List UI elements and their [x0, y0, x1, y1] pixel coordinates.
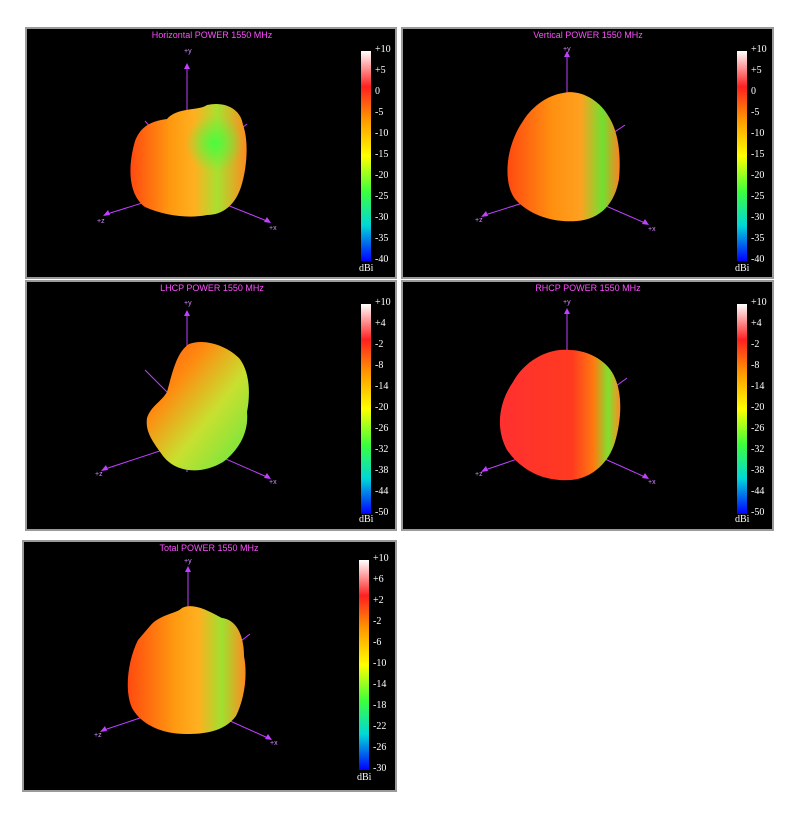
colorbar-tick: -26	[375, 423, 389, 434]
colorbar-tick: -2	[751, 339, 760, 350]
axis-label-y: +y	[184, 300, 192, 307]
plot-title: LHCP POWER 1550 MHz	[160, 283, 264, 293]
plot-title: Total POWER 1550 MHz	[159, 543, 259, 553]
colorbar-tick: -32	[751, 444, 765, 455]
colorbar-tick: -8	[751, 360, 760, 371]
colorbar-tick: -25	[751, 191, 765, 202]
pattern-lobe	[146, 341, 249, 471]
colorbar-unit: dBi	[357, 772, 372, 783]
vertical-power-plot: Vertical POWER 1550 MHz +y +x +z +10 +5 …	[401, 27, 774, 279]
colorbar-tick: -20	[751, 402, 765, 413]
colorbar-tick: -35	[751, 233, 765, 244]
pattern-lobe	[507, 92, 620, 222]
colorbar-tick: -5	[751, 107, 760, 118]
lhcp-power-plot: LHCP POWER 1550 MHz +y +x +z +10 +4 -2 -…	[25, 280, 397, 531]
colorbar-tick: -14	[751, 381, 765, 392]
axis-label-x: +x	[269, 479, 277, 486]
horizontal-power-plot: Horizontal POWER 1550 MHz +y +x +z +10 +…	[25, 27, 397, 279]
colorbar	[737, 51, 747, 261]
rhcp-power-plot: RHCP POWER 1550 MHz +y +x +z +10 +4 -2 -…	[401, 280, 774, 531]
radiation-pattern-3d	[100, 566, 272, 740]
colorbar-tick: -50	[375, 507, 389, 518]
colorbar-tick: -5	[375, 107, 384, 118]
colorbar-tick: -30	[751, 212, 765, 223]
colorbar-tick: -14	[373, 679, 387, 690]
colorbar-tick: -26	[373, 742, 387, 753]
colorbar-tick: -40	[375, 254, 389, 265]
axis-label-x: +x	[648, 479, 656, 486]
axis-label-z: +z	[97, 218, 105, 225]
colorbar-tick: -10	[375, 128, 389, 139]
colorbar-tick: -18	[373, 700, 387, 711]
colorbar-tick: +10	[751, 297, 767, 308]
radiation-pattern-3d	[103, 63, 271, 223]
colorbar-tick: 0	[375, 86, 380, 97]
radiation-pattern-3d	[481, 51, 649, 225]
axis-label-z: +z	[475, 217, 483, 224]
colorbar-tick: -2	[373, 616, 382, 627]
colorbar-tick: +6	[373, 574, 384, 585]
colorbar-unit: dBi	[359, 263, 374, 274]
colorbar-tick: +10	[375, 44, 391, 55]
colorbar-tick: -6	[373, 637, 382, 648]
axis-label-z: +z	[95, 471, 103, 478]
pattern-lobe	[499, 349, 621, 481]
colorbar-tick: -2	[375, 339, 384, 350]
plot-title: RHCP POWER 1550 MHz	[535, 283, 641, 293]
colorbar-tick: +2	[373, 595, 384, 606]
axis-label-y: +y	[563, 299, 571, 306]
axis-label-x: +x	[648, 226, 656, 233]
colorbar-tick: -25	[375, 191, 389, 202]
colorbar-unit: dBi	[735, 514, 750, 525]
colorbar-unit: dBi	[735, 263, 750, 274]
colorbar-tick: -32	[375, 444, 389, 455]
colorbar-tick: +5	[375, 65, 386, 76]
colorbar-tick: +10	[751, 44, 767, 55]
colorbar-tick: -35	[375, 233, 389, 244]
colorbar	[361, 304, 371, 514]
colorbar-tick: -30	[373, 763, 387, 774]
colorbar-tick: 0	[751, 86, 756, 97]
colorbar-tick: -20	[375, 402, 389, 413]
colorbar-tick: -44	[375, 486, 389, 497]
axis-label-z: +z	[94, 732, 102, 739]
colorbar-tick: -14	[375, 381, 389, 392]
axis-label-y: +y	[184, 558, 192, 565]
axis-label-x: +x	[270, 740, 278, 747]
colorbar-tick: +4	[375, 318, 386, 329]
colorbar-tick: -10	[751, 128, 765, 139]
axis-label-x: +x	[269, 225, 277, 232]
colorbar-tick: -38	[375, 465, 389, 476]
colorbar-tick: -50	[751, 507, 765, 518]
colorbar-tick: -20	[751, 170, 765, 181]
axis-label-y: +y	[184, 48, 192, 55]
colorbar	[359, 560, 369, 770]
axis-label-z: +z	[475, 471, 483, 478]
colorbar-tick: -10	[373, 658, 387, 669]
pattern-lobe	[127, 606, 246, 734]
colorbar-tick: -22	[373, 721, 387, 732]
colorbar-tick: +10	[373, 553, 389, 564]
colorbar-tick: -38	[751, 465, 765, 476]
colorbar-tick: -8	[375, 360, 384, 371]
colorbar-tick: -15	[375, 149, 389, 160]
colorbar-tick: +10	[375, 297, 391, 308]
colorbar-tick: -26	[751, 423, 765, 434]
colorbar	[361, 51, 371, 261]
colorbar-tick: -20	[375, 170, 389, 181]
plot-title: Horizontal POWER 1550 MHz	[151, 30, 273, 40]
radiation-pattern-3d	[481, 308, 649, 481]
colorbar-tick: -15	[751, 149, 765, 160]
radiation-pattern-3d	[101, 310, 271, 479]
colorbar	[737, 304, 747, 514]
colorbar-tick: +5	[751, 65, 762, 76]
colorbar-tick: -30	[375, 212, 389, 223]
plot-title: Vertical POWER 1550 MHz	[533, 30, 643, 40]
colorbar-tick: -44	[751, 486, 765, 497]
axis-label-y: +y	[563, 46, 571, 53]
colorbar-unit: dBi	[359, 514, 374, 525]
colorbar-tick: -40	[751, 254, 765, 265]
total-power-plot: Total POWER 1550 MHz +y +x +z +10 +6 +2 …	[22, 540, 397, 792]
colorbar-tick: +4	[751, 318, 762, 329]
